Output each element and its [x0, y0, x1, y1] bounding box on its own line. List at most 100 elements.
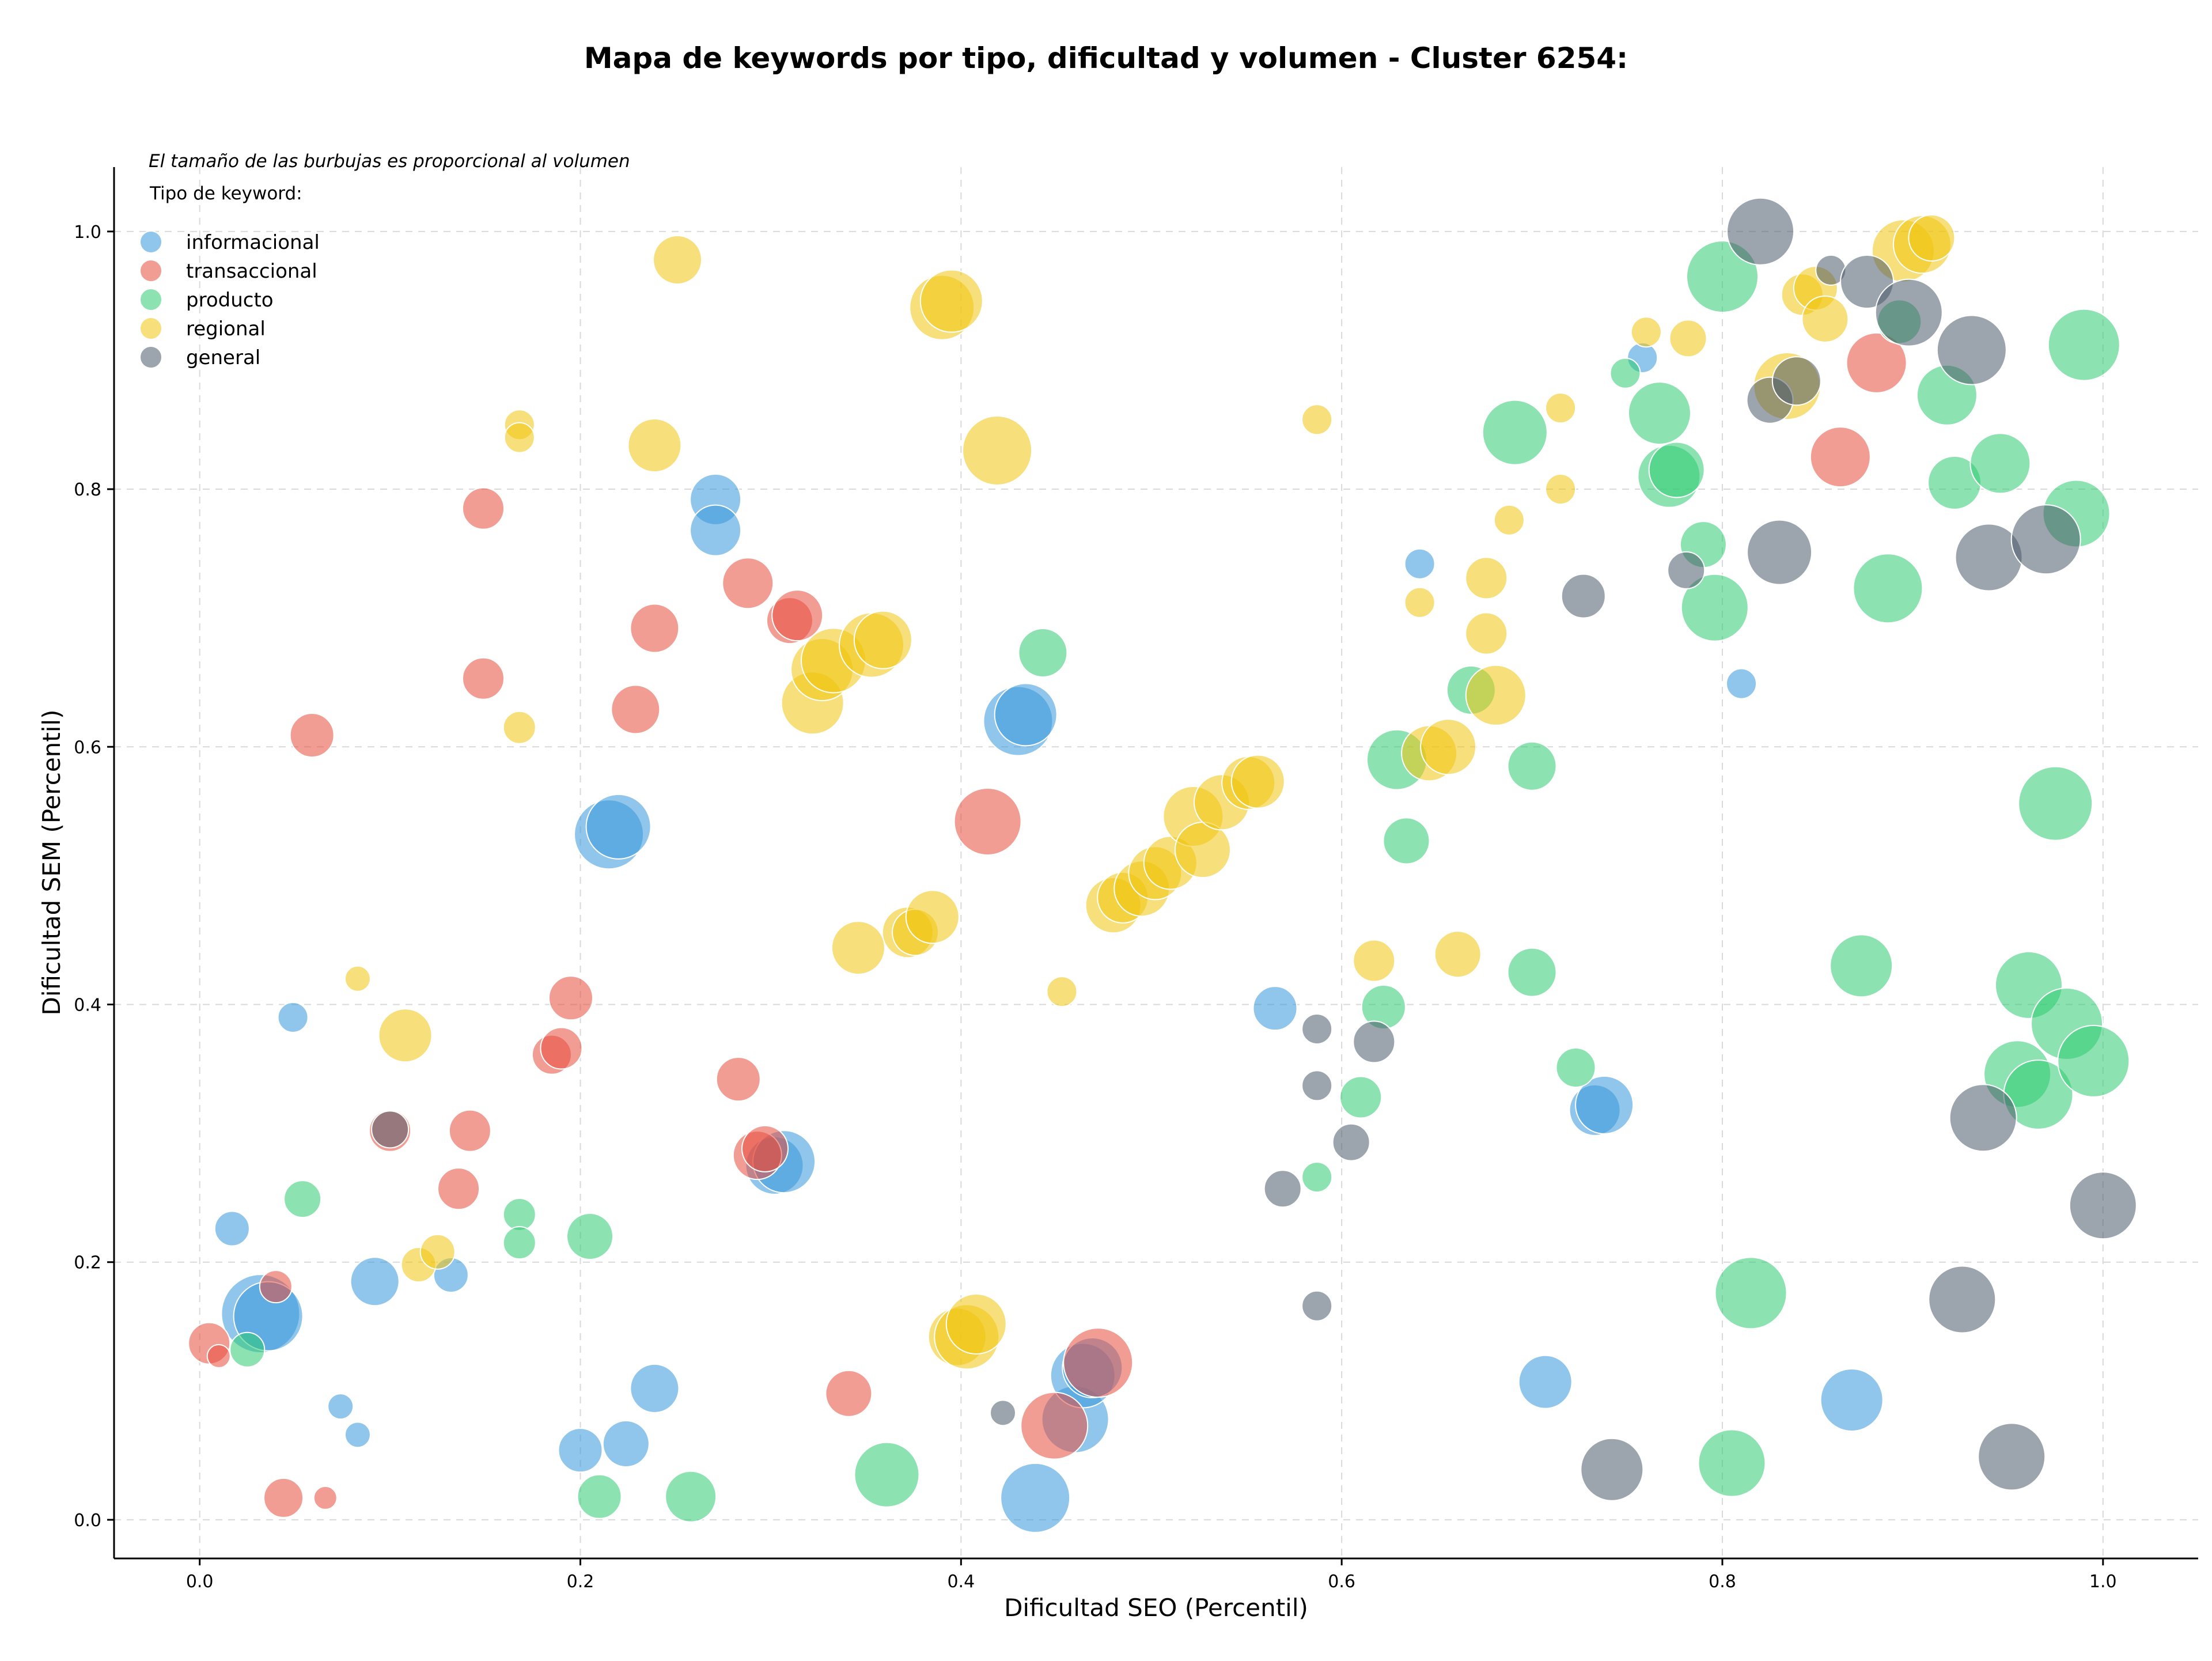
axis-spines: [113, 167, 2198, 1560]
bubble-point: [919, 269, 983, 333]
bubble-point: [1353, 939, 1396, 982]
bubble-point: [1020, 1391, 1089, 1460]
bubble-point: [630, 603, 680, 653]
bubble-point: [1978, 1422, 2046, 1491]
bubble-point: [994, 683, 1058, 747]
legend-marker: [139, 317, 162, 340]
bubble-point: [1820, 1368, 1884, 1432]
bubble-point: [1482, 399, 1548, 466]
bubble-point: [1969, 433, 2031, 494]
legend: Tipo de keyword: informacional transaccio…: [139, 183, 320, 369]
bubble-point: [259, 1270, 293, 1304]
bubble-point: [665, 1470, 717, 1523]
bubble-point: [1669, 319, 1707, 358]
series-regional: [344, 214, 1956, 1370]
y-axis-label: Dificultad SEM (Percentil): [37, 710, 66, 1016]
y-tick-label: 0.2: [74, 1253, 101, 1273]
bubble-point: [289, 713, 335, 758]
bubble-point: [1382, 817, 1430, 865]
x-tick-label: 0.4: [947, 1572, 975, 1592]
bubble-point: [350, 1257, 400, 1307]
bubble-point: [990, 1399, 1017, 1427]
bubble-point: [1726, 668, 1758, 699]
bubble-point: [1580, 1437, 1644, 1501]
bubble-point: [1404, 587, 1435, 618]
legend-label: producto: [186, 289, 274, 312]
bubble-point: [378, 1008, 433, 1063]
bubble-point: [577, 1474, 622, 1519]
bubble-point: [206, 1344, 231, 1368]
series-transaccional: [188, 332, 1907, 1518]
bubble-point: [1404, 548, 1435, 580]
bubble-point: [722, 557, 774, 610]
legend-label: informacional: [186, 231, 320, 254]
y-tick-label: 1.0: [74, 222, 101, 243]
bubble-point: [853, 610, 912, 669]
bubble-point: [2018, 766, 2093, 841]
bubble-point: [1252, 986, 1298, 1031]
x-tick-label: 1.0: [2089, 1572, 2117, 1592]
y-tick-label: 0.6: [74, 737, 101, 758]
bubble-point: [313, 1485, 338, 1510]
bubbles: [188, 197, 2137, 1533]
bubble-point: [611, 684, 661, 735]
bubble-point: [502, 1197, 536, 1231]
y-tick-label: 0.4: [74, 995, 101, 1015]
bubble-point: [1853, 553, 1923, 624]
bubble-point: [1809, 426, 1871, 488]
bubble-point: [1434, 930, 1482, 978]
bubble-point: [1420, 718, 1477, 775]
bubble-point: [1908, 214, 1956, 262]
bubble-point: [2010, 504, 2081, 575]
legend-marker: [139, 230, 162, 253]
bubble-point: [1648, 441, 1705, 498]
bubble-point: [1230, 754, 1285, 809]
bubble-point: [558, 1428, 603, 1473]
legend-marker: [139, 346, 162, 369]
legend-label: regional: [186, 317, 266, 340]
x-tick-label: 0.2: [567, 1572, 594, 1592]
bubble-point: [953, 787, 1022, 856]
bubble-point: [1339, 1076, 1382, 1119]
bubble-point: [1301, 1013, 1333, 1045]
bubble-point: [283, 1180, 322, 1219]
bubble-point: [1949, 1084, 2017, 1152]
bubble-point: [229, 1331, 266, 1368]
legend-marker: [139, 259, 162, 282]
bubble-point: [1507, 741, 1557, 791]
bubble-point: [1465, 612, 1508, 655]
legend-marker: [139, 288, 162, 311]
bubble-point: [1332, 1123, 1370, 1161]
bubble-point: [461, 487, 505, 530]
bubble-point: [1936, 315, 2007, 385]
bubble-point: [566, 1212, 614, 1260]
x-axis-ticks: 0.0 0.2 0.4 0.6 0.8 1.0: [186, 1558, 2117, 1592]
bubble-point: [1928, 1265, 1997, 1334]
bubble-point: [2057, 1024, 2130, 1098]
series-informacional: [214, 342, 1884, 1533]
bubble-point: [1046, 976, 1078, 1008]
bubble-point: [771, 589, 824, 642]
bubble-point: [371, 1110, 410, 1149]
bubble-point: [548, 975, 593, 1021]
bubble-point: [1555, 1047, 1596, 1088]
bubble-point: [1846, 332, 1907, 394]
x-tick-label: 0.6: [1328, 1572, 1355, 1592]
bubble-point: [854, 1441, 920, 1508]
bubble-point: [831, 921, 885, 975]
bubble-point: [214, 1210, 250, 1247]
bubble-point: [1507, 947, 1557, 997]
bubble-point: [2047, 308, 2120, 381]
bubble-point: [1018, 628, 1068, 678]
x-tick-label: 0.0: [186, 1572, 214, 1592]
bubble-point: [502, 710, 536, 744]
bubble-point: [263, 1477, 304, 1518]
bubble-point: [1609, 357, 1641, 389]
y-tick-label: 0.8: [74, 480, 101, 500]
bubble-point: [690, 504, 742, 557]
bubble-point: [327, 1393, 354, 1420]
bubble-point: [1493, 504, 1525, 536]
bubble-point: [540, 1027, 583, 1070]
bubble-point: [905, 890, 960, 944]
